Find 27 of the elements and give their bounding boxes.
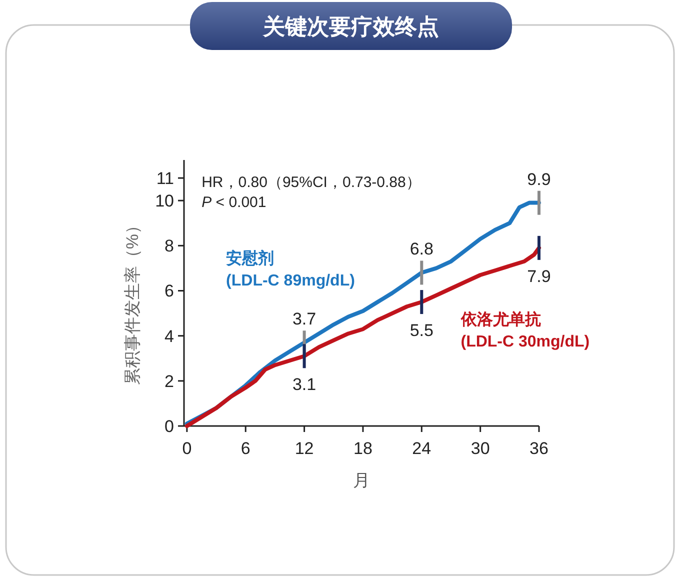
y-tick-label: 4 <box>164 326 174 346</box>
annotation: 3.7 <box>292 310 316 329</box>
y-tick-label: 10 <box>155 192 174 211</box>
annotation: 5.5 <box>410 321 434 340</box>
annotation: 9.9 <box>527 170 551 189</box>
y-tick-label: 8 <box>164 236 174 256</box>
x-tick-label: 6 <box>240 439 250 458</box>
annotation: P < 0.001 <box>202 194 266 212</box>
x-tick-label: 36 <box>530 439 548 458</box>
y-tick-label: 0 <box>164 417 174 436</box>
chart-title: 关键次要疗效终点 <box>262 14 439 39</box>
x-tick-label: 30 <box>470 439 490 458</box>
y-tick-label: 11 <box>156 169 174 188</box>
x-tick-label: 18 <box>354 439 372 458</box>
annotation: HR，0.80（95%CI，0.73-0.88） <box>202 174 421 192</box>
x-tick-label: 0 <box>182 439 192 458</box>
x-axis-title: 月 <box>353 471 370 490</box>
series-label: 安慰剂 (LDL-C 89mg/dL) <box>226 248 355 290</box>
y-tick-label: 2 <box>164 372 174 391</box>
x-tick-label: 12 <box>294 439 314 458</box>
annotation: 6.8 <box>410 240 434 259</box>
x-tick-label: 24 <box>412 439 432 458</box>
annotation: 7.9 <box>527 266 551 286</box>
y-axis-title: 累积事件发生率（%） <box>123 216 142 386</box>
series-label: 依洛尤单抗 (LDL-C 30mg/dL) <box>460 310 590 351</box>
y-tick-label: 6 <box>164 282 174 301</box>
annotation: 3.1 <box>292 375 316 394</box>
